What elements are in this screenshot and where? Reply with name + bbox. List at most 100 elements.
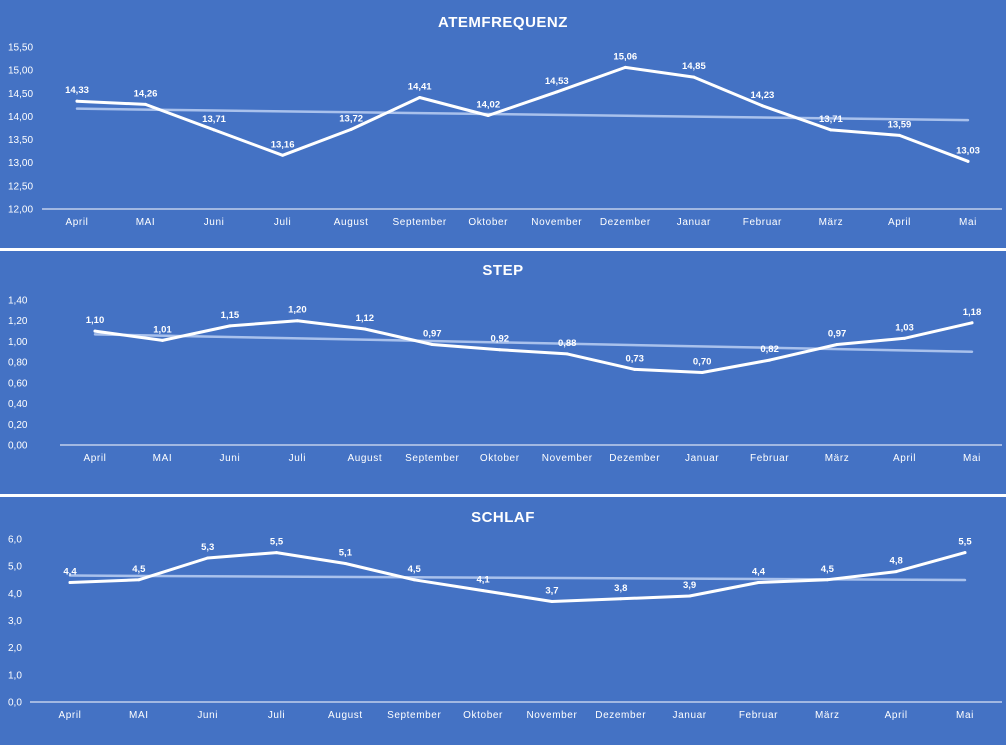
x-tick-label: Dezember [595, 710, 646, 721]
y-tick-label: 0,40 [8, 399, 28, 410]
data-label: 14,02 [476, 100, 500, 111]
x-tick-label: August [328, 710, 363, 721]
y-tick-label: 12,50 [8, 181, 33, 192]
y-tick-label: 15,00 [8, 66, 33, 77]
data-point [768, 358, 772, 362]
data-label: 14,26 [134, 88, 158, 99]
x-tick-label: August [347, 453, 382, 464]
y-tick-label: 12,00 [8, 205, 33, 216]
data-point [963, 551, 967, 555]
data-label: 13,72 [339, 113, 363, 124]
x-tick-label: MAI [153, 453, 173, 464]
data-point [966, 159, 970, 163]
y-tick-label: 14,50 [8, 89, 33, 100]
trendline [93, 333, 974, 354]
y-tick-label: 1,00 [8, 337, 28, 348]
data-point [623, 65, 627, 69]
x-tick-label: April [888, 217, 911, 228]
x-tick-label: Oktober [463, 710, 503, 721]
y-tick-label: 1,0 [8, 670, 22, 681]
data-label: 13,71 [819, 114, 843, 125]
data-point [565, 352, 569, 356]
data-label: 3,7 [545, 585, 558, 596]
data-label: 4,5 [132, 564, 146, 575]
data-label: 1,01 [153, 324, 172, 335]
data-point [619, 597, 623, 601]
x-tick-label: Juli [274, 217, 291, 228]
data-label: 0,97 [423, 329, 442, 340]
data-point [281, 153, 285, 157]
x-tick-label: April [893, 453, 916, 464]
data-point [212, 128, 216, 132]
x-tick-label: Oktober [480, 453, 520, 464]
data-label: 13,71 [202, 114, 226, 125]
data-label: 4,8 [890, 556, 903, 567]
data-point [903, 336, 907, 340]
x-tick-label: November [531, 217, 582, 228]
data-point [75, 99, 79, 103]
x-tick-label: September [387, 710, 441, 721]
data-label: 5,5 [270, 537, 284, 548]
data-label: 13,59 [888, 119, 912, 130]
data-point [418, 95, 422, 99]
data-label: 0,88 [558, 338, 577, 349]
data-label: 0,97 [828, 329, 847, 340]
data-label: 0,82 [760, 344, 779, 355]
data-point [498, 348, 502, 352]
data-point [688, 594, 692, 598]
data-point [206, 556, 210, 560]
x-tick-label: Januar [677, 217, 711, 228]
data-point [93, 329, 97, 333]
data-label: 14,41 [408, 81, 432, 92]
x-tick-label: September [405, 453, 459, 464]
data-point [970, 321, 974, 325]
data-point [555, 90, 559, 94]
chart-panel-step: STEP 0,00 0,20 0,40 0,60 0,80 1,00 1,20 1,40 Apr… [0, 251, 1006, 494]
data-point [343, 561, 347, 565]
data-point [825, 578, 829, 582]
data-point [829, 128, 833, 132]
series-line [93, 319, 974, 374]
y-tick-label: 0,00 [8, 441, 28, 452]
data-label: 5,3 [201, 542, 214, 553]
x-tick-label: November [542, 453, 593, 464]
x-tick-label: MAI [129, 710, 149, 721]
x-tick-label: April [885, 710, 908, 721]
data-point [412, 578, 416, 582]
x-tick-label: April [83, 453, 106, 464]
data-point [68, 580, 72, 584]
data-label: 1,18 [963, 307, 982, 318]
x-tick-label: März [825, 453, 850, 464]
data-label: 0,73 [625, 353, 644, 364]
data-point [275, 551, 279, 555]
data-point [894, 570, 898, 574]
data-point [700, 371, 704, 374]
data-label: 13,16 [271, 139, 295, 150]
chart-title: STEP [482, 262, 523, 279]
data-point [897, 133, 901, 137]
y-tick-label: 5,0 [8, 562, 22, 573]
data-point [137, 578, 141, 582]
x-tick-label: Dezember [609, 453, 660, 464]
y-tick-label: 0,20 [8, 420, 28, 431]
data-label: 4,4 [752, 566, 766, 577]
data-point [430, 343, 434, 347]
data-point [756, 580, 760, 584]
data-point [760, 104, 764, 108]
data-label: 14,23 [750, 90, 774, 101]
data-point [633, 367, 637, 371]
data-label: 4,5 [821, 564, 835, 575]
data-label: 4,5 [408, 564, 422, 575]
x-tick-label: September [393, 217, 447, 228]
data-point [228, 324, 232, 328]
data-label: 0,70 [693, 357, 712, 368]
y-tick-label: 6,0 [8, 535, 22, 546]
y-tick-label: 13,00 [8, 158, 33, 169]
y-tick-label: 1,40 [8, 296, 28, 307]
chart-schlaf: SCHLAF 0,0 1,0 2,0 3,0 4,0 5,0 6,0 April MAI Juni… [8, 509, 1002, 721]
x-tick-label: November [526, 710, 577, 721]
data-label: 1,12 [356, 313, 375, 324]
x-tick-label: Oktober [468, 217, 508, 228]
x-tick-label: März [815, 710, 840, 721]
chart-title: SCHLAF [471, 509, 535, 526]
